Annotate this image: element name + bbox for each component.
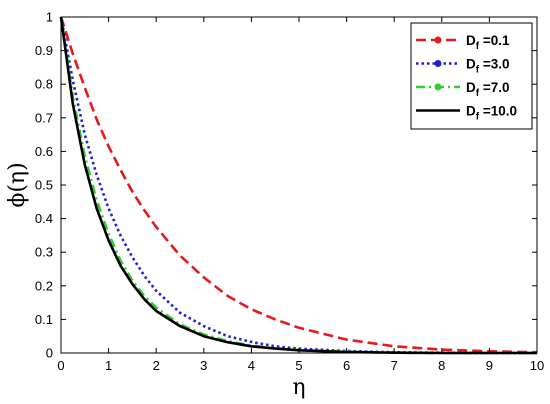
x-tick-label: 1 [105,358,112,373]
legend-label-3: Df =7.0 [466,80,510,99]
legend-label-2: Df =3.0 [466,57,510,76]
y-axis-ticks: 0 0.1 0.2 0.3 0.4 0.5 0.6 0.7 0.8 0.9 1 [35,10,537,361]
x-axis-ticks: 0 1 2 3 4 5 6 7 8 9 10 [57,17,544,373]
legend-label-main: D [466,33,476,48]
y-tick-label: 0.9 [35,43,53,58]
legend-marker-1 [434,36,442,44]
y-tick-label: 0.2 [35,278,53,293]
legend-label-value: =0.1 [479,33,510,48]
x-tick-label: 10 [530,358,544,373]
x-tick-label: 7 [391,358,398,373]
legend-label-subscript: f [476,41,480,52]
legend: Df =0.1Df =3.0Df =7.0Df =10.0 [410,22,533,130]
legend-label-main: D [466,80,476,95]
legend-label-subscript: f [476,112,480,123]
x-tick-label: 4 [248,358,255,373]
series-line-3 [59,16,537,355]
y-tick-label: 0.8 [35,77,53,92]
legend-label-main: D [466,104,476,119]
y-tick-label: 0.1 [35,312,53,327]
legend-label-value: =10.0 [479,104,517,119]
y-tick-label: 0.3 [35,245,53,260]
x-tick-label: 9 [486,358,493,373]
x-tick-label: 8 [438,358,445,373]
legend-marker-2 [434,60,442,67]
y-tick-label: 0.5 [35,178,53,193]
y-tick-label: 1 [46,10,53,25]
legend-label-value: =7.0 [479,80,509,95]
y-tick-label: 0.6 [35,144,53,159]
x-tick-label: 3 [200,358,207,373]
legend-label-1: Df =0.1 [466,33,510,52]
x-tick-label: 6 [343,358,350,373]
y-tick-label: 0 [46,346,53,361]
x-tick-label: 0 [57,358,64,373]
y-tick-label: 0.4 [35,211,53,226]
x-tick-label: 2 [153,358,160,373]
legend-label-value: =3.0 [479,57,509,72]
legend-label-4: Df =10.0 [466,104,517,123]
x-axis-label: η [292,375,305,400]
series-line-1 [59,16,538,354]
legend-label-subscript: f [476,65,480,76]
legend-marker-3 [434,83,442,91]
x-tick-label: 5 [295,358,302,373]
y-tick-label: 0.7 [35,110,53,125]
legend-label-main: D [466,57,476,72]
legend-label-subscript: f [476,88,480,99]
y-axis-label: ϕ(η) [5,162,30,207]
